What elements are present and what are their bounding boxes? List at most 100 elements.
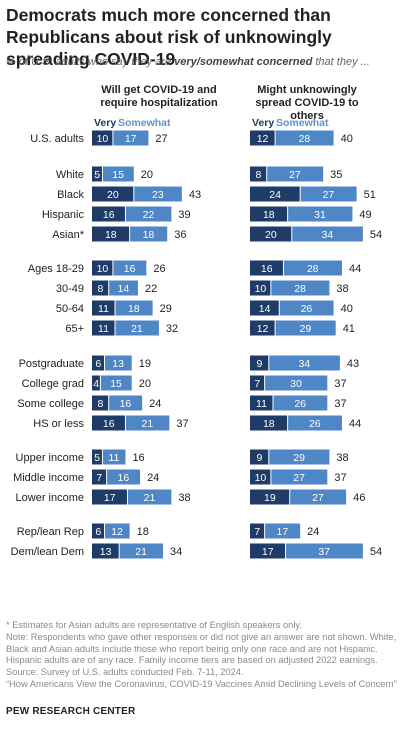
bar-somewhat-1-ages-18-29 [112, 260, 147, 276]
label-very-2-upper-income: 9 [256, 452, 262, 464]
label-net-1-college-grad: 20 [139, 378, 151, 390]
bar-somewhat-2-ages-18-29 [283, 260, 342, 276]
label-very-2-asian: 20 [265, 229, 277, 241]
bar-very-1-u-s-adults [92, 130, 113, 146]
label-somewhat-1-rep-lean-rep: 12 [111, 526, 123, 538]
bar-somewhat-1-upper-income [102, 449, 126, 465]
label-net-2-30-49: 38 [336, 283, 348, 295]
label-net-1-ages-18-29: 26 [153, 263, 165, 275]
bar-somewhat-1-rep-lean-rep [104, 523, 130, 539]
bar-somewhat-1-u-s-adults [112, 130, 149, 146]
label-somewhat-2-hs-or-less: 26 [309, 418, 321, 430]
label-net-2-lower-income: 46 [353, 492, 365, 504]
bar-very-2-50-64 [250, 300, 280, 316]
label-somewhat-2-asian: 34 [321, 229, 333, 241]
label-net-1-white: 20 [141, 169, 153, 181]
bar-very-2-hs-or-less [250, 415, 288, 431]
bar-very-2-white [250, 166, 267, 182]
bar-very-2-rep-lean-rep [250, 523, 265, 539]
label-somewhat-1-u-s-adults: 17 [125, 133, 137, 145]
category-label-hispanic: Hispanic [42, 209, 85, 221]
label-very-1-rep-lean-rep: 6 [95, 526, 101, 538]
bar-very-2-u-s-adults [250, 130, 276, 146]
bar-somewhat-2-30-49 [270, 280, 330, 296]
category-label-65: 65+ [65, 323, 84, 335]
bar-somewhat-1-middle-income [106, 469, 141, 485]
label-net-1-65: 32 [166, 323, 178, 335]
label-very-2-white: 8 [255, 169, 261, 181]
label-net-2-black: 51 [364, 189, 376, 201]
bar-somewhat-2-u-s-adults [275, 130, 334, 146]
label-net-2-rep-lean-rep: 24 [307, 526, 319, 538]
bar-very-1-dem-lean-dem [92, 543, 120, 559]
label-net-2-ages-18-29: 44 [349, 263, 361, 275]
label-net-1-some-college: 24 [149, 398, 161, 410]
label-very-1-65: 11 [98, 323, 109, 335]
label-net-1-lower-income: 38 [178, 492, 190, 504]
category-label-rep-lean-rep: Rep/lean Rep [17, 526, 84, 538]
label-very-2-65: 12 [257, 323, 269, 335]
label-very-2-ages-18-29: 16 [261, 263, 273, 275]
bar-very-2-dem-lean-dem [250, 543, 286, 559]
legend-somewhat-2: Somewhat [276, 117, 329, 129]
label-net-1-30-49: 22 [145, 283, 157, 295]
label-somewhat-2-some-college: 26 [294, 398, 306, 410]
category-label-some-college: Some college [17, 398, 84, 410]
label-somewhat-1-upper-income: 11 [108, 452, 119, 464]
label-somewhat-2-middle-income: 27 [293, 472, 305, 484]
label-somewhat-2-college-grad: 30 [290, 378, 302, 390]
label-net-2-50-64: 40 [341, 303, 353, 315]
bar-very-1-30-49 [92, 280, 109, 296]
label-very-1-black: 20 [107, 189, 119, 201]
bar-somewhat-2-white [266, 166, 324, 182]
label-net-1-asian: 36 [174, 229, 186, 241]
label-net-1-middle-income: 24 [147, 472, 159, 484]
legend-very-1: Very [94, 117, 116, 129]
panel-title-hospitalization: Will get COVID-19 and require hospitaliz… [100, 84, 218, 109]
bar-somewhat-2-black [300, 186, 357, 202]
label-somewhat-2-upper-income: 29 [293, 452, 305, 464]
note-asian: * Estimates for Asian adults are represe… [6, 620, 302, 630]
label-very-2-rep-lean-rep: 7 [254, 526, 260, 538]
note-respondents: Note: Respondents who gave other respons… [6, 631, 397, 666]
label-somewhat-1-dem-lean-dem: 21 [135, 546, 147, 558]
category-label-lower-income: Lower income [16, 492, 84, 504]
bar-somewhat-1-30-49 [108, 280, 138, 296]
chart-subtitle: % of U.S. adults who say they are very/s… [6, 56, 370, 68]
legend-somewhat-1: Somewhat [118, 117, 171, 129]
bar-somewhat-2-middle-income [270, 469, 328, 485]
bar-very-2-some-college [250, 395, 273, 411]
category-label-ages-18-29: Ages 18-29 [28, 263, 84, 275]
category-label-dem-lean-dem: Dem/lean Dem [11, 546, 84, 558]
bar-very-2-upper-income [250, 449, 269, 465]
label-net-1-hispanic: 39 [178, 209, 190, 221]
chart-title: Democrats much more concerned than Repub… [6, 5, 332, 69]
label-somewhat-2-dem-lean-dem: 37 [318, 546, 330, 558]
legend-very-2: Very [252, 117, 274, 129]
label-very-1-30-49: 8 [97, 283, 103, 295]
label-very-1-ages-18-29: 10 [97, 263, 109, 275]
label-net-1-black: 43 [189, 189, 201, 201]
label-somewhat-2-postgraduate: 34 [298, 358, 310, 370]
label-very-2-u-s-adults: 12 [257, 133, 269, 145]
bar-very-2-65 [250, 320, 276, 336]
label-somewhat-2-u-s-adults: 28 [298, 133, 310, 145]
label-net-1-dem-lean-dem: 34 [170, 546, 182, 558]
label-very-2-some-college: 11 [256, 398, 267, 410]
bar-somewhat-2-postgraduate [268, 355, 340, 371]
category-label-white: White [56, 169, 84, 181]
label-somewhat-2-hispanic: 31 [314, 209, 326, 221]
category-label-asian: Asian* [52, 229, 85, 241]
label-somewhat-2-white: 27 [289, 169, 301, 181]
label-net-2-hs-or-less: 44 [349, 418, 361, 430]
bar-somewhat-1-lower-income [127, 489, 172, 505]
category-label-middle-income: Middle income [13, 472, 84, 484]
label-somewhat-2-lower-income: 27 [312, 492, 324, 504]
bar-somewhat-2-hs-or-less [287, 415, 342, 431]
label-very-1-50-64: 11 [98, 303, 109, 315]
bar-very-1-50-64 [92, 300, 115, 316]
label-net-1-50-64: 29 [160, 303, 172, 315]
bar-somewhat-2-upper-income [268, 449, 330, 465]
bar-very-1-asian [92, 226, 130, 242]
label-net-2-hispanic: 49 [359, 209, 371, 221]
